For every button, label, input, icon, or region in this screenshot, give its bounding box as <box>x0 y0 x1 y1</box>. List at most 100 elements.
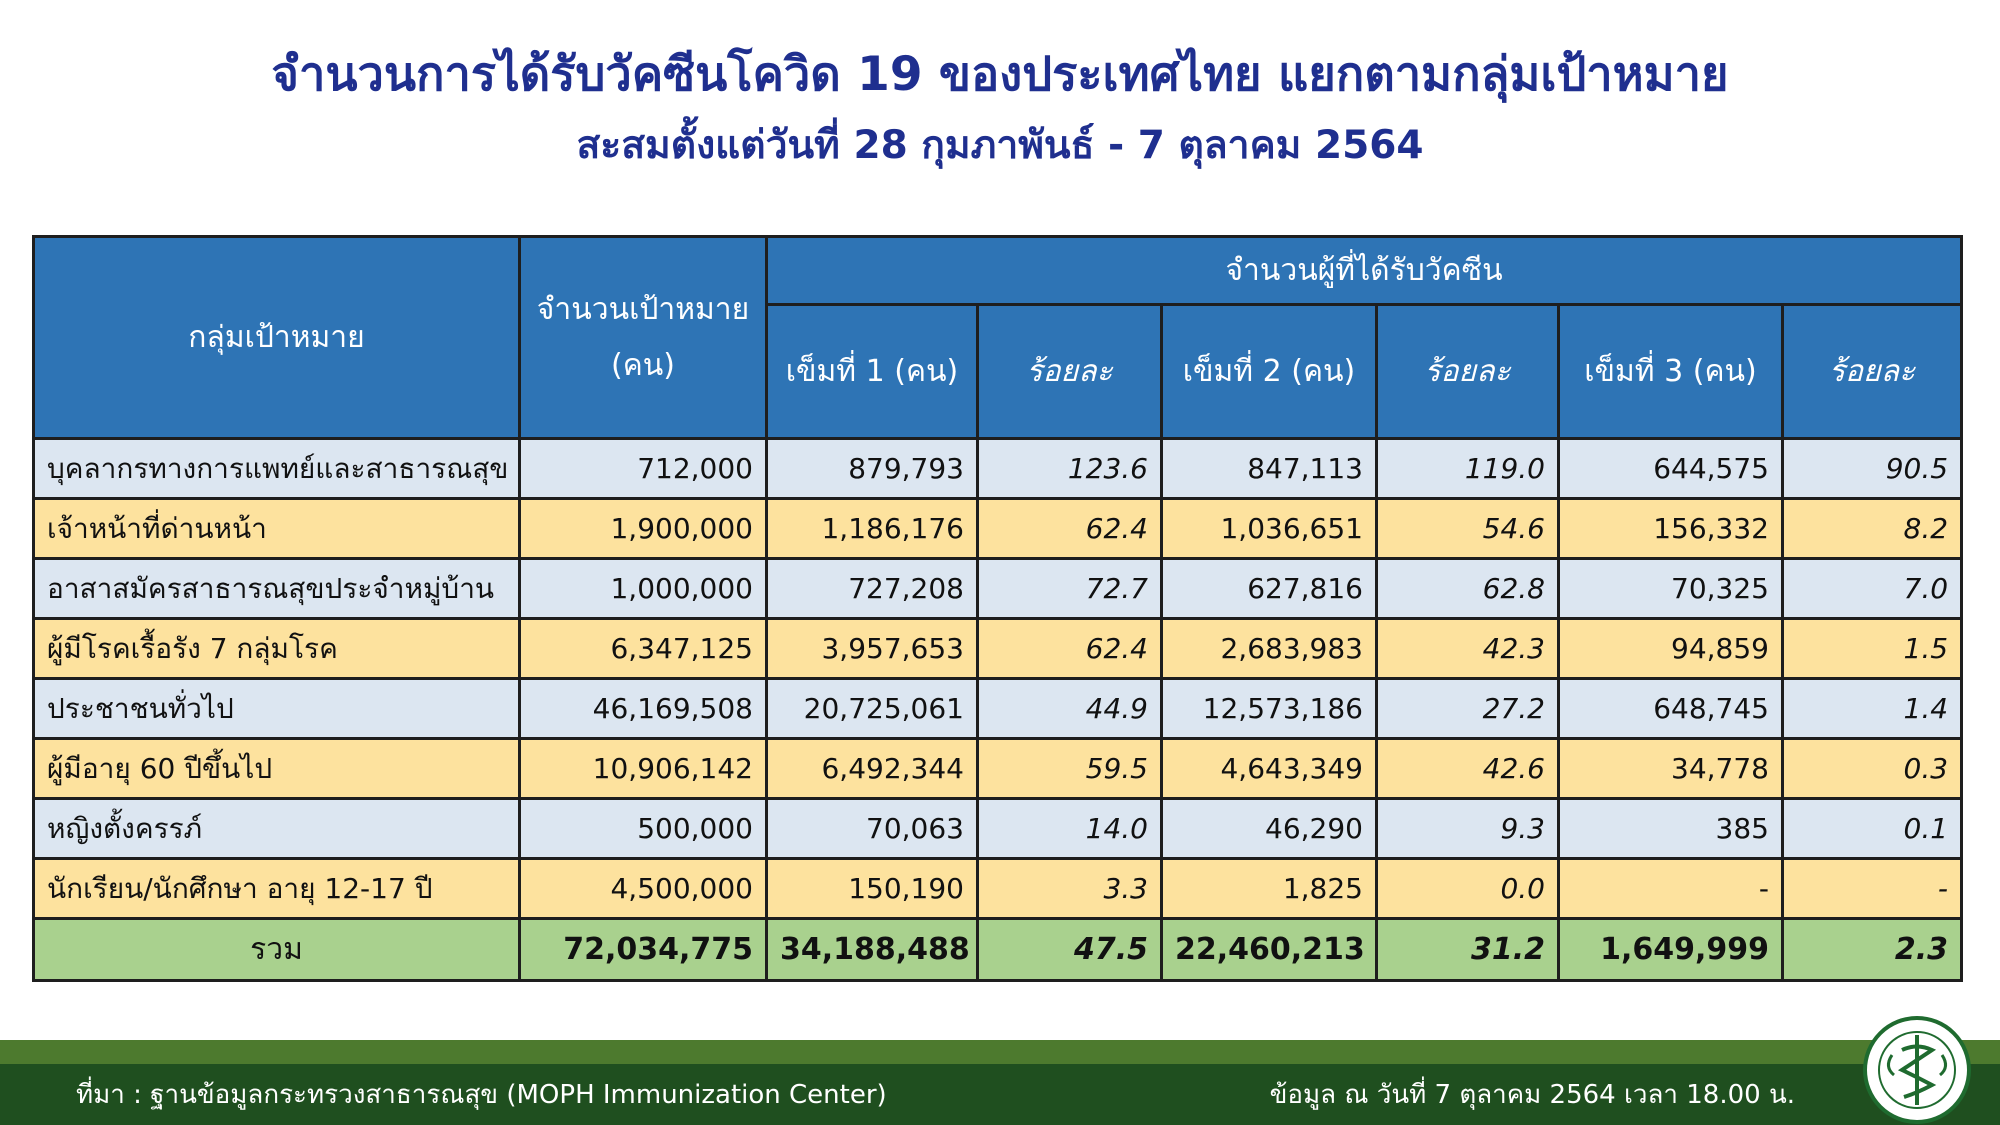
cell-pct3: 8.2 <box>1780 497 1964 560</box>
cell-dose2: 46,290 <box>1160 797 1378 860</box>
table-row: อาสาสมัครสาธารณสุขประจำหมู่บ้าน 1,000,00… <box>32 557 1964 620</box>
cell-pct3: 1.4 <box>1780 677 1964 740</box>
header-target-line2: (คน) <box>611 347 675 383</box>
footer-bar <box>0 1064 2000 1125</box>
cell-dose1: 6,492,344 <box>765 737 979 800</box>
cell-pct3: 90.5 <box>1780 437 1964 500</box>
cell-group: บุคลากรทางการแพทย์และสาธารณสุข <box>32 437 521 500</box>
cell-pct2: 54.6 <box>1375 497 1560 560</box>
cell-dose3: 1,649,999 <box>1557 917 1784 982</box>
cell-pct1: 62.4 <box>976 497 1163 560</box>
cell-group: อาสาสมัครสาธารณสุขประจำหมู่บ้าน <box>32 557 521 620</box>
table-row: นักเรียน/นักศึกษา อายุ 12-17 ปี 4,500,00… <box>32 857 1964 920</box>
cell-pct2: 27.2 <box>1375 677 1560 740</box>
header-target: จำนวนเป้าหมาย (คน) <box>518 235 768 440</box>
cell-group: ผู้มีอายุ 60 ปีขึ้นไป <box>32 737 521 800</box>
cell-dose2: 4,643,349 <box>1160 737 1378 800</box>
cell-group: หญิงตั้งครรภ์ <box>32 797 521 860</box>
cell-pct3: 0.1 <box>1780 797 1964 860</box>
table-row-total: รวม 72,034,775 34,188,488 47.5 22,460,21… <box>32 917 1964 982</box>
footer-source: ที่มา : ฐานข้อมูลกระทรวงสาธารณสุข (MOPH … <box>76 1080 887 1110</box>
header-group: กลุ่มเป้าหมาย <box>32 235 521 440</box>
cell-target: 4,500,000 <box>518 857 768 920</box>
cell-dose1: 20,725,061 <box>765 677 979 740</box>
footer-accent-line <box>0 1040 2000 1064</box>
cell-pct2: 0.0 <box>1375 857 1560 920</box>
table-row: ประชาชนทั่วไป 46,169,508 20,725,061 44.9… <box>32 677 1964 740</box>
cell-dose2: 22,460,213 <box>1160 917 1378 982</box>
table-row: ผู้มีโรคเรื้อรัง 7 กลุ่มโรค 6,347,125 3,… <box>32 617 1964 680</box>
cell-group: เจ้าหน้าที่ด่านหน้า <box>32 497 521 560</box>
cell-dose1: 727,208 <box>765 557 979 620</box>
table-row: บุคลากรทางการแพทย์และสาธารณสุข 712,000 8… <box>32 437 1964 500</box>
cell-dose2: 1,825 <box>1160 857 1378 920</box>
cell-dose3: 34,778 <box>1557 737 1784 800</box>
footer-as-of: ข้อมูล ณ วันที่ 7 ตุลาคม 2564 เวลา 18.00… <box>1269 1080 1795 1110</box>
cell-dose1: 150,190 <box>765 857 979 920</box>
cell-dose1: 34,188,488 <box>765 917 979 982</box>
table-row: หญิงตั้งครรภ์ 500,000 70,063 14.0 46,290… <box>32 797 1964 860</box>
cell-pct1: 47.5 <box>976 917 1163 982</box>
cell-pct1: 62.4 <box>976 617 1163 680</box>
cell-dose1: 3,957,653 <box>765 617 979 680</box>
cell-target: 6,347,125 <box>518 617 768 680</box>
cell-dose3: 644,575 <box>1557 437 1784 500</box>
cell-dose2: 627,816 <box>1160 557 1378 620</box>
cell-pct2: 42.3 <box>1375 617 1560 680</box>
cell-pct2: 9.3 <box>1375 797 1560 860</box>
cell-dose3: 385 <box>1557 797 1784 860</box>
cell-pct2: 31.2 <box>1375 917 1560 982</box>
vaccination-table: กลุ่มเป้าหมาย จำนวนเป้าหมาย (คน) จำนวนผู… <box>32 235 1964 982</box>
cell-dose3: 70,325 <box>1557 557 1784 620</box>
cell-pct3: 0.3 <box>1780 737 1964 800</box>
cell-pct1: 3.3 <box>976 857 1163 920</box>
cell-pct3: 1.5 <box>1780 617 1964 680</box>
cell-target: 10,906,142 <box>518 737 768 800</box>
cell-dose2: 1,036,651 <box>1160 497 1378 560</box>
header-target-line1: จำนวนเป้าหมาย <box>536 291 750 327</box>
table-row: ผู้มีอายุ 60 ปีขึ้นไป 10,906,142 6,492,3… <box>32 737 1964 800</box>
cell-pct1: 44.9 <box>976 677 1163 740</box>
cell-target: 72,034,775 <box>518 917 768 982</box>
cell-pct3: - <box>1780 857 1964 920</box>
cell-group: นักเรียน/นักศึกษา อายุ 12-17 ปี <box>32 857 521 920</box>
cell-group: ผู้มีโรคเรื้อรัง 7 กลุ่มโรค <box>32 617 521 680</box>
cell-pct2: 42.6 <box>1375 737 1560 800</box>
cell-dose1: 1,186,176 <box>765 497 979 560</box>
cell-pct1: 14.0 <box>976 797 1163 860</box>
cell-pct3: 7.0 <box>1780 557 1964 620</box>
header-dose1: เข็มที่ 1 (คน) <box>765 303 979 440</box>
cell-dose3: 156,332 <box>1557 497 1784 560</box>
cell-target: 500,000 <box>518 797 768 860</box>
cell-dose3: - <box>1557 857 1784 920</box>
cell-dose2: 847,113 <box>1160 437 1378 500</box>
header-pct3: ร้อยละ <box>1780 303 1964 440</box>
cell-dose1: 70,063 <box>765 797 979 860</box>
header-pct1: ร้อยละ <box>976 303 1163 440</box>
page-subtitle: สะสมตั้งแต่วันที่ 28 กุมภาพันธ์ - 7 ตุลา… <box>576 123 1424 168</box>
cell-dose3: 94,859 <box>1557 617 1784 680</box>
cell-dose2: 2,683,983 <box>1160 617 1378 680</box>
cell-target: 1,900,000 <box>518 497 768 560</box>
header-dose2: เข็มที่ 2 (คน) <box>1160 303 1378 440</box>
cell-dose2: 12,573,186 <box>1160 677 1378 740</box>
header-pct2: ร้อยละ <box>1375 303 1560 440</box>
cell-target: 1,000,000 <box>518 557 768 620</box>
cell-pct2: 62.8 <box>1375 557 1560 620</box>
cell-target: 712,000 <box>518 437 768 500</box>
cell-pct1: 123.6 <box>976 437 1163 500</box>
cell-pct1: 59.5 <box>976 737 1163 800</box>
cell-dose3: 648,745 <box>1557 677 1784 740</box>
cell-group: ประชาชนทั่วไป <box>32 677 521 740</box>
cell-group: รวม <box>32 917 521 982</box>
table-row: เจ้าหน้าที่ด่านหน้า 1,900,000 1,186,176 … <box>32 497 1964 560</box>
cell-pct3: 2.3 <box>1780 917 1964 982</box>
page-title: จำนวนการได้รับวัคซีนโควิด 19 ของประเทศไท… <box>271 47 1729 102</box>
header-vaccinated: จำนวนผู้ที่ได้รับวัคซีน <box>764 235 1964 306</box>
cell-pct2: 119.0 <box>1375 437 1560 500</box>
header-dose3: เข็มที่ 3 (คน) <box>1557 303 1784 440</box>
cell-pct1: 72.7 <box>976 557 1163 620</box>
moph-seal-icon <box>1863 1016 1971 1124</box>
cell-dose1: 879,793 <box>765 437 979 500</box>
cell-target: 46,169,508 <box>518 677 768 740</box>
